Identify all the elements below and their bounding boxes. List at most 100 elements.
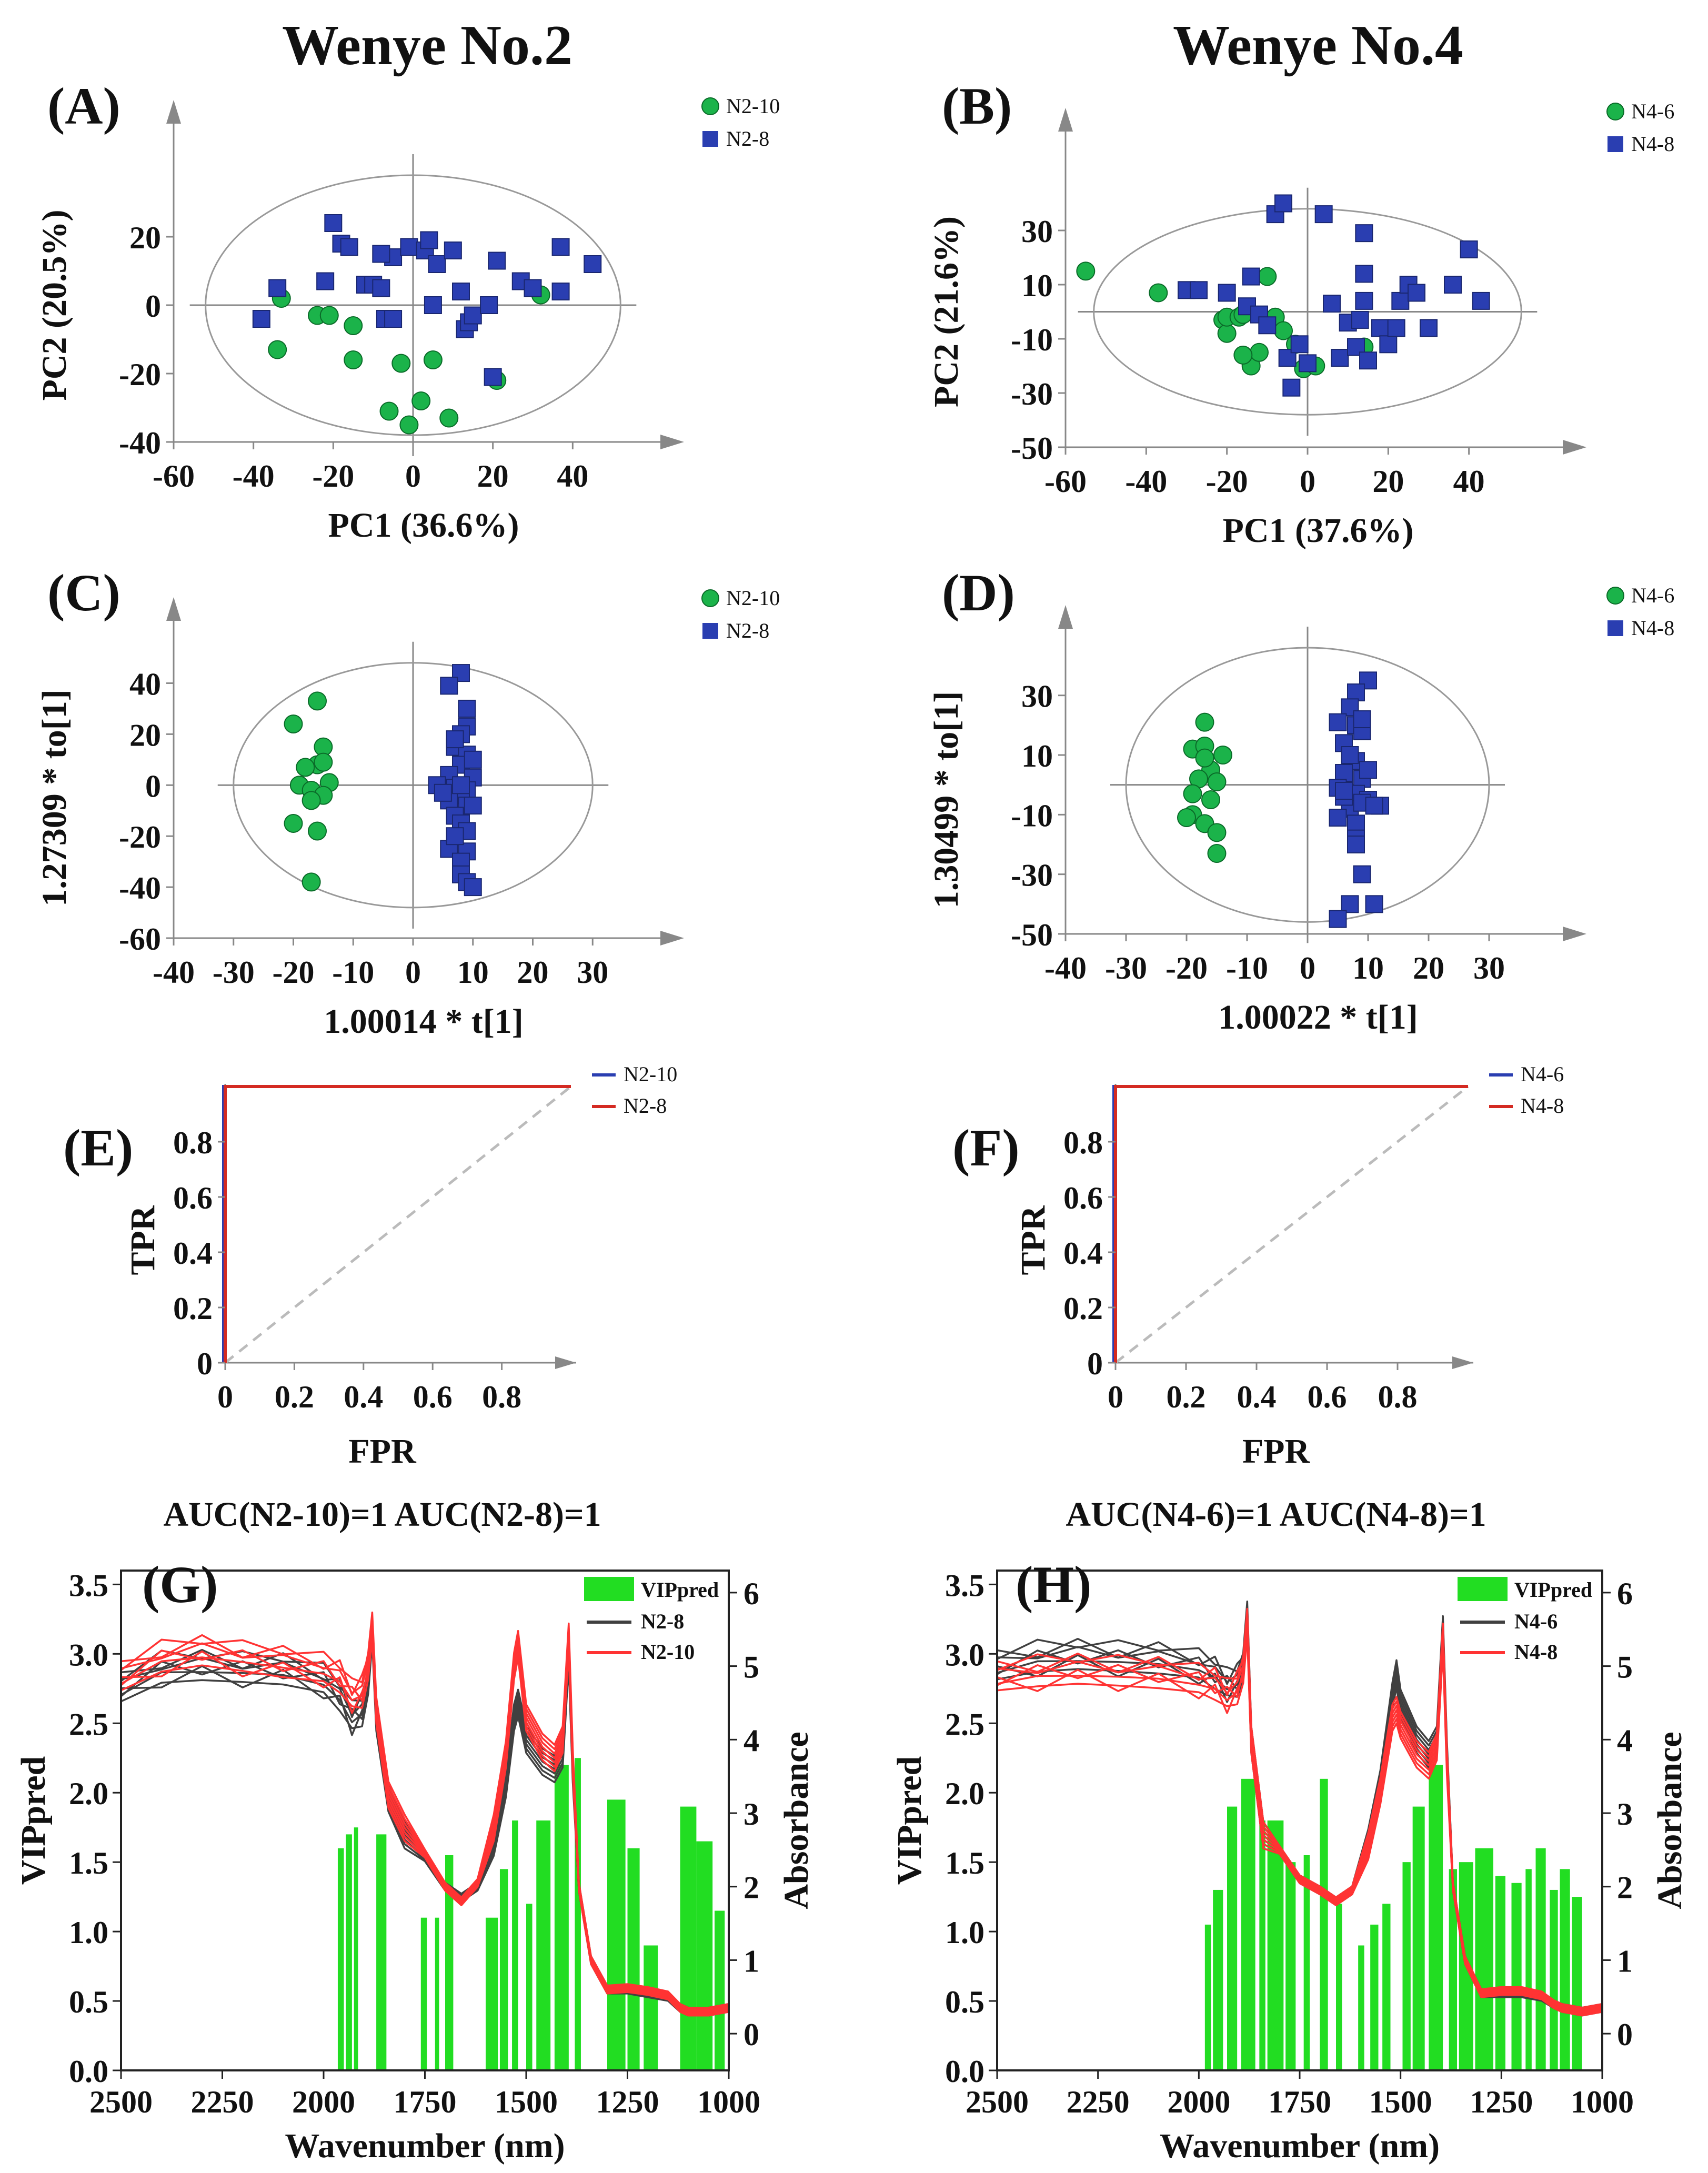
vip-bar [346, 1834, 352, 2070]
x-axis-label: FPR [348, 1432, 417, 1471]
point-N2-10 [302, 791, 321, 810]
point-N2-8 [464, 797, 482, 815]
x-axis-arrow [1563, 927, 1586, 941]
y-axis-arrow [1058, 108, 1073, 132]
y-tick-label: -20 [119, 820, 161, 854]
y2-tick-label: 2 [1617, 1870, 1633, 1905]
x-tick-label: 0 [405, 955, 421, 990]
chance-diagonal [224, 1085, 572, 1364]
legend-label: N2-10 [726, 94, 780, 118]
y-axis-label: TPR [124, 1205, 162, 1275]
y-tick-label: 0.6 [173, 1181, 213, 1215]
x-tick-label: 2500 [89, 2085, 153, 2119]
legend-marker [701, 589, 719, 607]
x-axis-arrow [660, 435, 684, 449]
x-tick-label: 2000 [292, 2085, 355, 2119]
y-tick-label: -30 [1011, 858, 1053, 893]
point-N4-8 [1278, 349, 1297, 367]
vip-bar [536, 1820, 551, 2070]
point-N2-10 [284, 813, 303, 833]
y-tick-label: 10 [1021, 739, 1053, 773]
vip-bar [575, 1758, 581, 2070]
point-N4-6 [1207, 823, 1227, 842]
right-title: Wenye No.4 [1173, 14, 1463, 77]
legend-label: N4-8 [1631, 132, 1674, 156]
x-tick-label: 30 [1473, 951, 1505, 985]
point-N4-8 [1391, 291, 1410, 310]
point-N2-10 [344, 316, 363, 335]
point-N4-8 [1379, 335, 1398, 354]
legend-label: VIPpred [641, 1578, 719, 1602]
point-N4-8 [1408, 284, 1425, 302]
point-N2-10 [308, 821, 327, 841]
x-tick-label: -30 [213, 955, 255, 990]
point-N2-8 [458, 699, 476, 718]
point-N4-8 [1335, 764, 1353, 782]
y-tick-label: 2.0 [69, 1776, 108, 1811]
point-N4-8 [1355, 224, 1373, 243]
point-N2-8 [444, 242, 462, 259]
vip-bar [420, 1917, 427, 2070]
y-axis-label: TPR [1014, 1205, 1052, 1275]
vip-bar [526, 1904, 533, 2070]
y2-tick-label: 5 [744, 1650, 759, 1685]
vip-bar [1267, 1820, 1284, 2070]
point-N4-6 [1183, 784, 1202, 803]
point-N4-6 [1076, 261, 1096, 281]
panel-label: (C) [47, 564, 120, 622]
y-tick-label: -30 [1011, 377, 1053, 411]
panel-G: 2500 2250 2000 1750 1500 1250 10000.00.51.01.5… [14, 1555, 816, 2165]
point-N4-8 [1347, 836, 1365, 853]
vip-bar [1495, 1876, 1505, 2070]
roc-line-N4-8 [1114, 1085, 1468, 1363]
vip-bar [1550, 1889, 1558, 2070]
roc-line-N2-8 [224, 1085, 571, 1363]
vip-bar [337, 1848, 344, 2070]
vip-bar [1204, 1924, 1211, 2070]
panel-D: -40 -30 -20 -10 0 10 20 30 -50 -30 -10 10 30 1.00022 … [927, 564, 1674, 1037]
x-tick-label: -20 [312, 459, 354, 494]
point-N2-8 [316, 272, 335, 290]
vip-bar [1259, 1820, 1265, 2070]
y2-tick-label: 5 [1617, 1650, 1633, 1685]
y-tick-label: 0.6 [1063, 1181, 1103, 1215]
point-N4-8 [1347, 683, 1365, 701]
vip-bar [627, 1848, 640, 2070]
point-N4-8 [1420, 319, 1438, 337]
x-tick-label: -40 [153, 955, 195, 990]
point-N4-8 [1387, 319, 1405, 337]
y-tick-label: -40 [119, 871, 161, 906]
panel-F: 0 0.2 0.4 0.6 0.8 0 0.2 0.4 0.6 0.8 FPR AUC(N4-6)=1… [952, 1062, 1564, 1534]
y-tick-label: 0.0 [69, 2054, 108, 2089]
point-N2-10 [302, 872, 321, 892]
x-tick-label: 0 [1300, 951, 1315, 985]
x-tick-label: -60 [1044, 464, 1087, 499]
y-tick-label: 0.5 [945, 1985, 984, 2019]
point-N2-8 [464, 306, 482, 325]
legend-marker [1607, 136, 1623, 152]
point-N2-8 [384, 310, 403, 328]
point-N4-8 [1190, 281, 1208, 299]
y-axis-arrow [166, 597, 181, 621]
x-tick-label: 2000 [1167, 2085, 1230, 2119]
x-tick-label: -40 [233, 459, 275, 494]
x-tick-label: 20 [517, 955, 549, 990]
vip-bar [554, 1765, 569, 2070]
y2-tick-label: 3 [1617, 1797, 1633, 1832]
vip-bar [445, 1855, 454, 2070]
point-N2-10 [391, 354, 411, 373]
point-N2-8 [446, 730, 464, 749]
y-axis-label: VIPpred [890, 1756, 929, 1885]
legend-label: N4-6 [1631, 99, 1674, 123]
point-N2-8 [372, 279, 390, 297]
legend-marker [702, 131, 718, 147]
point-N4-8 [1329, 713, 1347, 731]
y-tick-label: -50 [1011, 918, 1053, 952]
point-N2-8 [340, 238, 358, 256]
vip-bar [1382, 1904, 1391, 2070]
legend-marker [1606, 587, 1624, 605]
vip-bar [1303, 1855, 1310, 2070]
point-N4-6 [1250, 343, 1269, 362]
point-N4-8 [1351, 310, 1369, 329]
legend-marker [701, 97, 719, 115]
